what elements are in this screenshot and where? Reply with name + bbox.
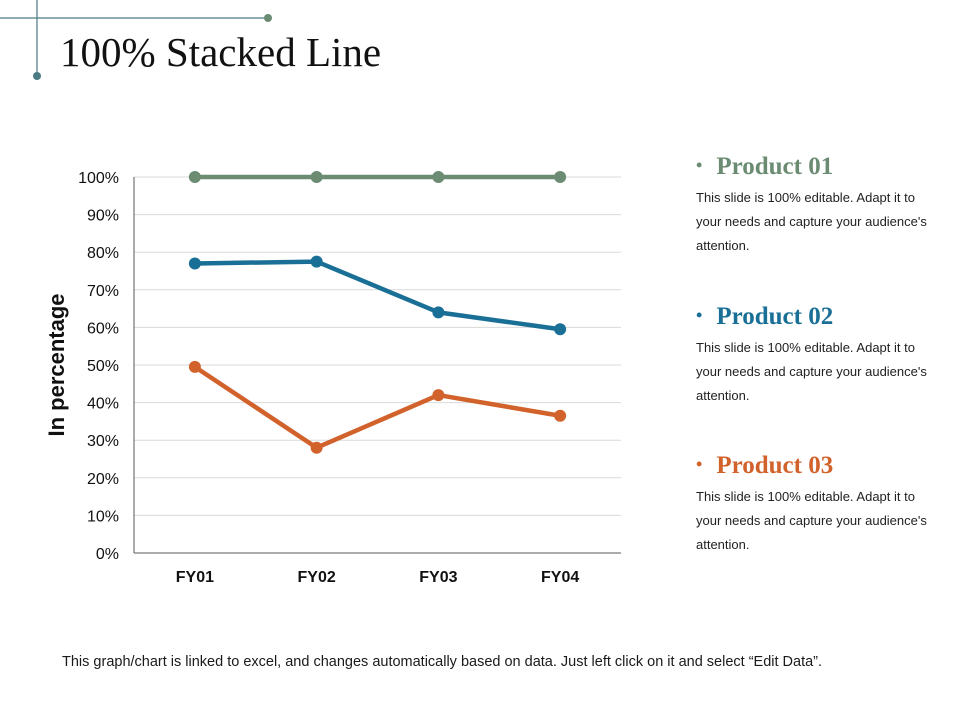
data-point	[554, 409, 567, 422]
data-point	[188, 360, 201, 373]
y-tick-label: 10%	[87, 508, 119, 525]
data-point	[188, 171, 201, 183]
bullet-icon: •	[696, 305, 703, 325]
bullet-icon: •	[696, 155, 703, 175]
legend-item: • Product 03 This slide is 100% editable. …	[696, 449, 946, 557]
x-tick-label: FY04	[541, 569, 579, 586]
legend-item-description: This slide is 100% editable. Adapt it to…	[696, 190, 927, 253]
data-point	[310, 171, 323, 183]
decoration-dot-bottom	[33, 72, 41, 80]
y-tick-label: 60%	[87, 320, 119, 337]
y-tick-label: 80%	[87, 245, 119, 262]
y-tick-label: 100%	[78, 170, 119, 187]
data-point	[432, 306, 445, 319]
data-point	[310, 255, 323, 268]
legend-item: • Product 01 This slide is 100% editable. …	[696, 150, 946, 258]
x-tick-label: FY03	[419, 569, 457, 586]
legend-item-name: Product 03	[716, 452, 834, 479]
y-tick-label: 70%	[87, 283, 119, 300]
data-point	[432, 389, 445, 402]
legend-item: • Product 02 This slide is 100% editable. …	[696, 300, 946, 408]
data-point	[554, 171, 567, 183]
bullet-icon: •	[696, 454, 703, 474]
y-tick-label: 30%	[87, 433, 119, 450]
legend-item-title: • Product 01	[696, 150, 946, 182]
y-axis-label: In percentage	[44, 293, 69, 436]
data-point	[432, 171, 445, 183]
legend-item-name: Product 01	[716, 153, 834, 180]
footnote: This graph/chart is linked to excel, and…	[62, 654, 823, 670]
legend-item-description: This slide is 100% editable. Adapt it to…	[696, 489, 927, 552]
slide-title: 100% Stacked Line	[60, 29, 382, 75]
legend-item-title: • Product 03	[696, 449, 946, 481]
y-tick-label: 40%	[87, 396, 119, 413]
axes	[133, 177, 621, 554]
data-point	[554, 323, 567, 336]
data-point	[310, 441, 323, 454]
legend-item-description: This slide is 100% editable. Adapt it to…	[696, 340, 927, 403]
corner-decoration	[0, 0, 272, 80]
decoration-dot-right	[264, 14, 272, 22]
series-line-2	[192, 259, 563, 332]
x-tick-labels: FY01 FY02 FY03 FY04	[176, 569, 580, 586]
line-chart: 0%10%20%30%40%50%60%70%80%90%100% FY01 FY…	[44, 170, 621, 586]
y-tick-labels: 0% 10% 20% 30% 40% 50% 60% 70% 80% 90% 100%	[78, 170, 119, 563]
grid-lines	[134, 176, 621, 516]
x-tick-label: FY01	[176, 569, 214, 586]
data-point	[188, 257, 201, 270]
series-line-3	[192, 364, 563, 450]
legend-item-title: • Product 02	[696, 300, 946, 332]
legend-item-name: Product 02	[716, 303, 834, 330]
y-tick-label: 50%	[87, 358, 119, 375]
series-lines	[188, 171, 567, 454]
y-tick-label: 20%	[87, 471, 119, 488]
x-tick-label: FY02	[298, 569, 336, 586]
y-tick-label: 0%	[96, 546, 119, 563]
y-tick-label: 90%	[87, 208, 119, 225]
